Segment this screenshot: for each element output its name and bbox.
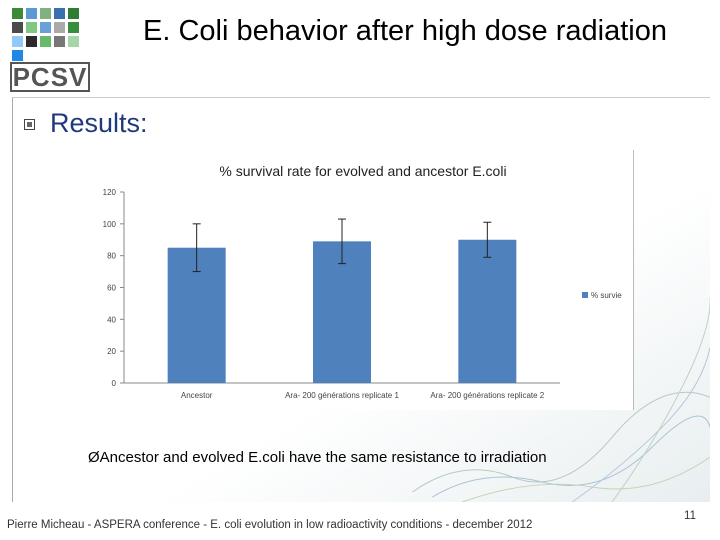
bar <box>313 241 371 383</box>
logo-square <box>40 22 51 33</box>
logo-square <box>54 8 65 19</box>
slide-title: E. Coli behavior after high dose radiati… <box>143 15 667 47</box>
logo-square <box>26 36 37 47</box>
logo-square <box>68 36 79 47</box>
y-tick-label: 40 <box>107 315 116 324</box>
arrow-bullet-icon: Ø <box>88 449 100 466</box>
legend-label: % survie <box>591 291 622 300</box>
page-number: 11 <box>684 510 696 522</box>
y-tick-label: 120 <box>103 188 117 197</box>
y-tick-label: 60 <box>107 284 116 293</box>
results-heading: Results: <box>50 108 148 138</box>
logo-square <box>12 8 23 19</box>
logo-square <box>12 22 23 33</box>
logo-square <box>26 22 37 33</box>
x-tick-label: Ancestor <box>181 391 213 400</box>
y-tick-label: 100 <box>103 220 117 229</box>
x-tick-label: Ara- 200 générations replicate 2 <box>430 391 544 400</box>
logo-square <box>68 22 79 33</box>
footer-text: Pierre Micheau - ASPERA conference - E. … <box>7 519 533 531</box>
logo-square <box>40 36 51 47</box>
logo-square <box>12 50 23 61</box>
logo-square <box>12 36 23 47</box>
pcsv-logo: PCSV <box>8 6 90 92</box>
logo-square <box>54 36 65 47</box>
logo-square <box>26 8 37 19</box>
bullet-marker-icon <box>24 119 35 130</box>
y-tick-label: 0 <box>112 379 117 388</box>
conclusion-text: ØAncestor and evolved E.coli have the sa… <box>88 449 547 466</box>
y-tick-label: 80 <box>107 252 116 261</box>
y-tick-label: 20 <box>107 347 116 356</box>
chart-title: % survival rate for evolved and ancestor… <box>219 163 506 179</box>
survival-bar-chart: % survival rate for evolved and ancestor… <box>103 163 623 400</box>
conclusion-label: Ancestor and evolved E.coli have the sam… <box>99 449 547 466</box>
chart-container: % survival rate for evolved and ancestor… <box>92 150 634 410</box>
logo-square <box>40 8 51 19</box>
bar <box>458 239 517 383</box>
x-tick-label: Ara- 200 générations replicate 1 <box>285 391 399 400</box>
logo-square <box>54 22 65 33</box>
logo-square <box>68 8 79 19</box>
legend-swatch <box>582 292 588 298</box>
logo-text: PCSV <box>10 62 90 92</box>
